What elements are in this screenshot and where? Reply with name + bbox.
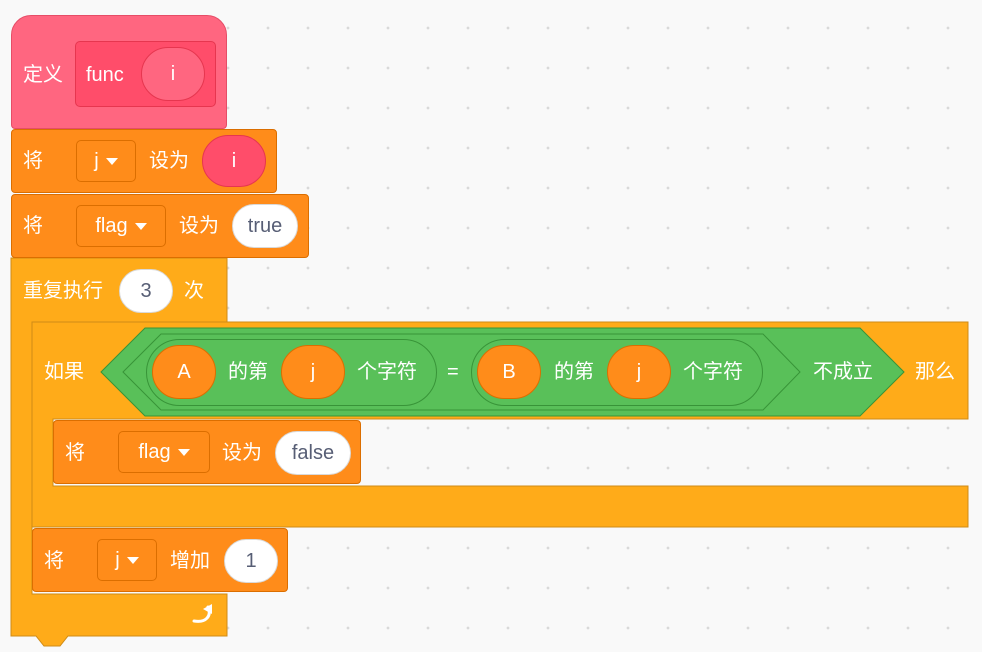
variable-dropdown-label: j	[115, 548, 120, 571]
index-j-reporter-left[interactable]: j	[281, 345, 345, 399]
chevron-down-icon	[177, 448, 190, 456]
value-input-false[interactable]: false	[275, 431, 351, 475]
define-name: func	[86, 64, 124, 86]
letter-of-word1-right: 的第	[554, 361, 594, 383]
if-prefix: 如果	[44, 361, 84, 383]
set-flag-mid: 设为	[179, 215, 219, 237]
variable-dropdown-label: j	[94, 149, 99, 172]
chevron-down-icon	[126, 556, 139, 564]
variable-dropdown-j[interactable]: j	[76, 140, 136, 182]
letter-of-word2-right: 个字符	[683, 361, 743, 383]
variable-dropdown-label: flag	[95, 214, 128, 237]
change-amount-input[interactable]: 1	[224, 539, 278, 583]
variable-dropdown-label: flag	[138, 440, 171, 463]
change-j-prefix: 将	[44, 550, 64, 572]
repeat-prefix: 重复执行	[23, 280, 103, 302]
repeat-count-input[interactable]: 3	[119, 269, 173, 313]
equals-sign: =	[447, 361, 459, 383]
letter-of-word2-left: 个字符	[357, 361, 417, 383]
set-j-prefix: 将	[23, 150, 43, 172]
index-j-reporter-right[interactable]: j	[607, 345, 671, 399]
set-flag-false-mid: 设为	[222, 442, 262, 464]
value-input-true[interactable]: true	[232, 204, 298, 248]
chevron-down-icon	[105, 157, 118, 165]
change-j-mid: 增加	[170, 550, 210, 572]
define-param-reporter[interactable]: i	[141, 47, 205, 101]
variable-dropdown-flag[interactable]: flag	[76, 205, 166, 247]
not-label: 不成立	[813, 361, 873, 383]
string-b-reporter[interactable]: B	[477, 345, 541, 399]
set-flag-prefix: 将	[23, 215, 43, 237]
letter-of-word1-left: 的第	[228, 361, 268, 383]
if-then: 那么	[915, 361, 955, 383]
param-i-reporter[interactable]: i	[202, 135, 266, 187]
chevron-down-icon	[134, 222, 147, 230]
set-flag-false-prefix: 将	[65, 442, 85, 464]
define-keyword: 定义	[23, 64, 63, 86]
set-j-mid: 设为	[149, 150, 189, 172]
repeat-arrow-icon	[192, 604, 212, 623]
repeat-suffix: 次	[184, 280, 204, 302]
string-a-reporter[interactable]: A	[152, 345, 216, 399]
variable-dropdown-flag-false[interactable]: flag	[118, 431, 210, 473]
variable-dropdown-j-change[interactable]: j	[97, 539, 157, 581]
